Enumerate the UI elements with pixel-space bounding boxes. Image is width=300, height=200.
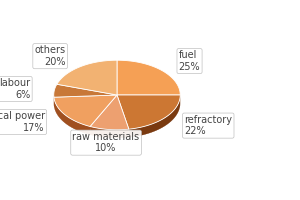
Polygon shape — [54, 84, 117, 97]
Polygon shape — [54, 103, 180, 138]
Text: refractory
22%: refractory 22% — [184, 115, 232, 136]
Text: raw materials
10%: raw materials 10% — [73, 132, 140, 153]
Text: labour
6%: labour 6% — [0, 78, 30, 100]
Text: fuel
25%: fuel 25% — [179, 50, 200, 72]
Polygon shape — [117, 60, 180, 95]
Polygon shape — [90, 126, 129, 138]
Polygon shape — [54, 95, 117, 126]
Polygon shape — [57, 60, 117, 95]
Polygon shape — [129, 95, 180, 137]
Text: electrical power
17%: electrical power 17% — [0, 111, 45, 133]
Text: others
20%: others 20% — [34, 45, 66, 67]
Polygon shape — [117, 95, 180, 129]
Polygon shape — [54, 97, 90, 135]
Polygon shape — [90, 95, 129, 130]
